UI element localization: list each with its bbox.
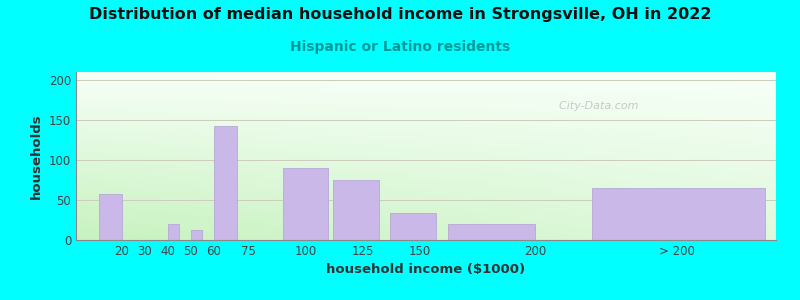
Bar	[333, 180, 379, 240]
Y-axis label: households: households	[30, 113, 43, 199]
Text: Distribution of median household income in Strongsville, OH in 2022: Distribution of median household income …	[89, 8, 711, 22]
Bar	[390, 213, 436, 240]
Bar	[592, 188, 765, 240]
Bar	[282, 168, 329, 240]
Text: City-Data.com: City-Data.com	[552, 100, 638, 111]
X-axis label: household income ($1000): household income ($1000)	[326, 263, 526, 276]
Bar	[190, 230, 202, 240]
Bar	[99, 194, 122, 240]
Bar	[448, 224, 535, 240]
Text: Hispanic or Latino residents: Hispanic or Latino residents	[290, 40, 510, 55]
Bar	[168, 224, 179, 240]
Bar	[214, 126, 237, 240]
